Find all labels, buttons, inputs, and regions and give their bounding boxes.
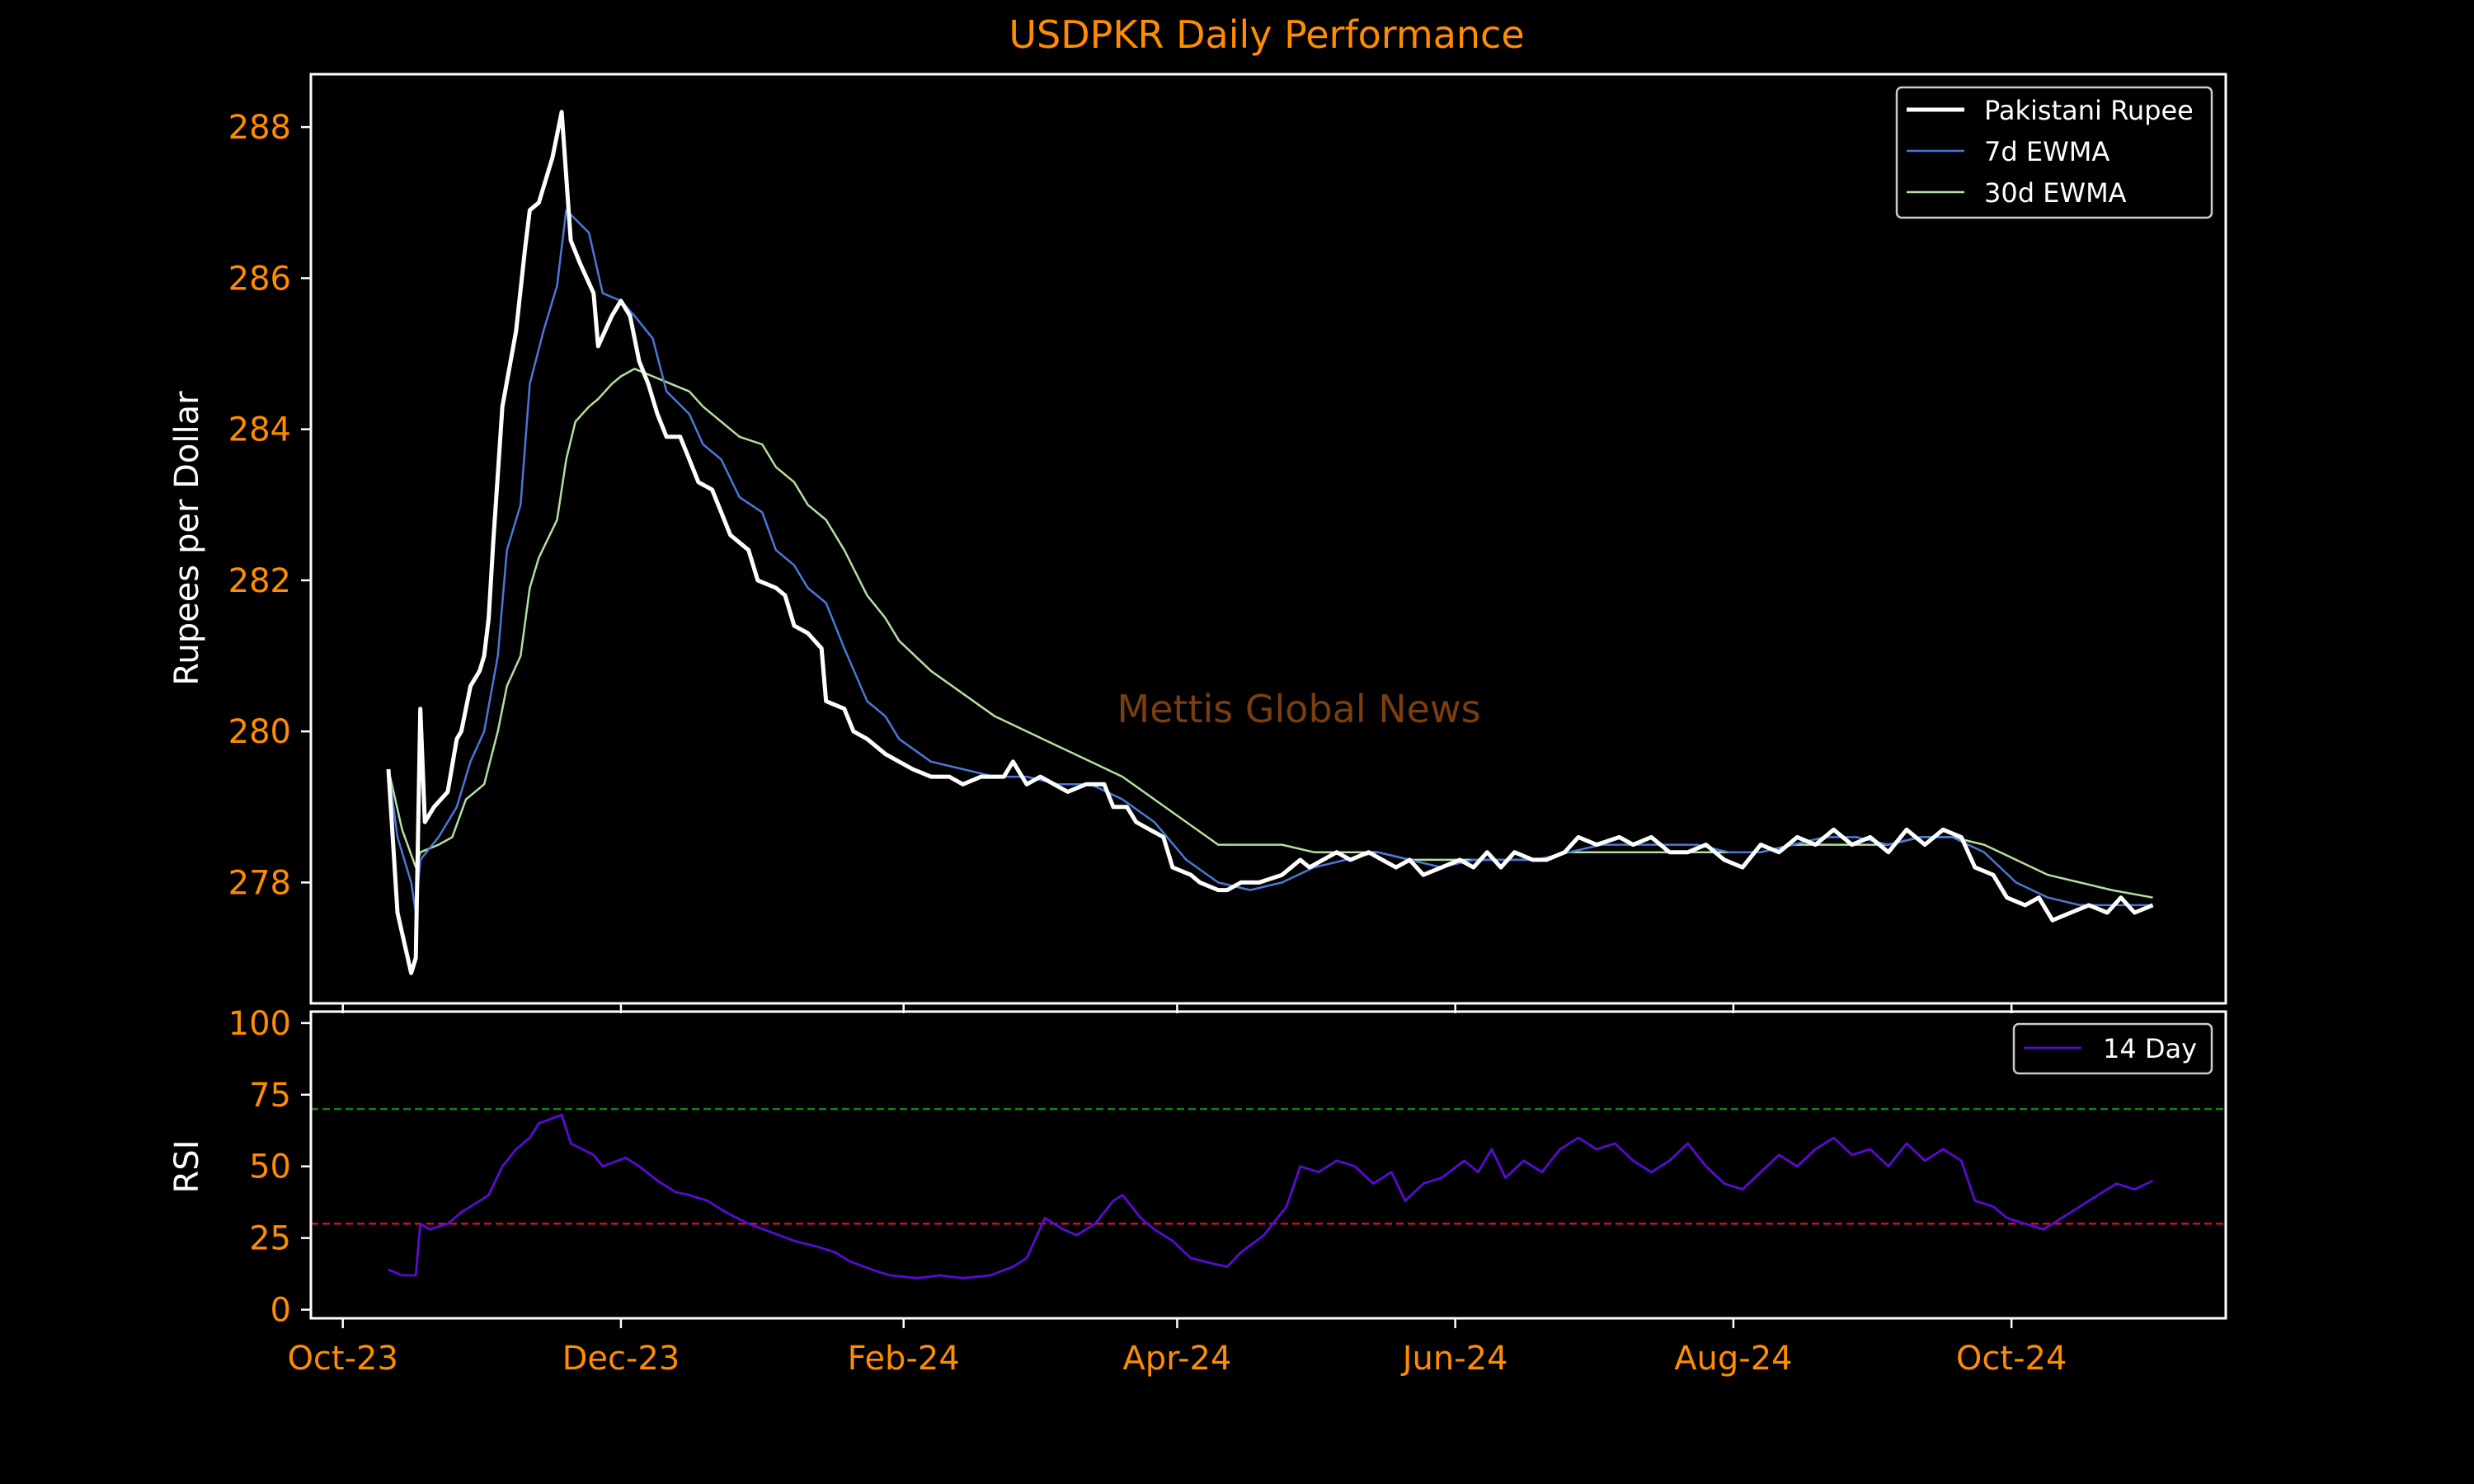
price-y-tick-label: 282 [228,562,291,600]
price-panel: 278 280 282 284 286 288 Mettis Global News Ru… [168,73,2227,1005]
rsi-axes-border [309,1010,2227,1320]
series-line-pakistani-rupee [386,110,2154,975]
rsi-y-tick-label: 25 [249,1220,291,1258]
legend-label-ewma30: 30d EWMA [1984,177,2127,209]
rsi-y-tick-label: 50 [249,1148,291,1186]
price-y-tick-label: 288 [228,109,291,147]
watermark: Mettis Global News [1117,687,1480,731]
rsi-y-ticks: 0 25 50 75 100 [228,1005,311,1330]
chart-title: USDPKR Daily Performance [1009,12,1524,57]
price-y-tick-label: 286 [228,260,291,298]
series-line-rsi-14-day [388,1113,2154,1280]
x-tick-label: Oct-24 [1956,1340,2067,1378]
price-legend-box [1895,86,2213,219]
legend-label-price: Pakistani Rupee [1984,95,2194,126]
rsi-panel: 0 25 50 75 100 Oct-23 Dec-23 Feb-24 Apr-24 Jun-2… [168,1003,2227,1378]
rsi-legend-box [2012,1022,2213,1075]
price-plot-area [386,110,2154,975]
price-y-tick-label: 284 [228,411,291,449]
rsi-plot-area [311,1107,2226,1280]
price-y-tick-label: 278 [228,864,291,902]
x-tick-label: Feb-24 [848,1340,960,1378]
rsi-y-tick-label: 75 [249,1077,291,1115]
x-tick-label: Apr-24 [1122,1340,1231,1378]
rsi-legend: 14 Day [2012,1022,2213,1075]
legend-label-ewma7: 7d EWMA [1984,136,2109,167]
x-tick-label: Jun-24 [1400,1340,1508,1378]
x-tick-label: Aug-24 [1674,1340,1792,1378]
x-ticks: Oct-23 Dec-23 Feb-24 Apr-24 Jun-24 Aug-24 Oct-… [287,1003,2067,1378]
price-axes-border [309,73,2227,1005]
price-y-ticks: 278 280 282 284 286 288 [228,109,311,902]
x-tick-label: Oct-23 [287,1340,398,1378]
rsi-y-axis-label: RSI [168,1140,206,1194]
legend-label-rsi: 14 Day [2103,1033,2197,1064]
price-y-tick-label: 280 [228,713,291,751]
rsi-y-tick-label: 0 [270,1292,291,1330]
price-y-axis-label: Rupees per Dollar [168,391,206,686]
x-tick-label: Dec-23 [562,1340,680,1378]
price-legend: Pakistani Rupee 7d EWMA 30d EWMA [1895,86,2213,219]
rsi-y-tick-label: 100 [228,1005,291,1043]
